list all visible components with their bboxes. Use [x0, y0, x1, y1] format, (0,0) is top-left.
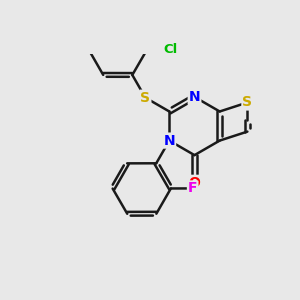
- Text: Cl: Cl: [164, 43, 178, 56]
- Text: N: N: [164, 134, 175, 148]
- Text: S: S: [242, 95, 252, 110]
- Text: O: O: [189, 176, 200, 190]
- Text: F: F: [188, 182, 197, 195]
- Text: N: N: [189, 90, 200, 104]
- Text: S: S: [140, 91, 150, 105]
